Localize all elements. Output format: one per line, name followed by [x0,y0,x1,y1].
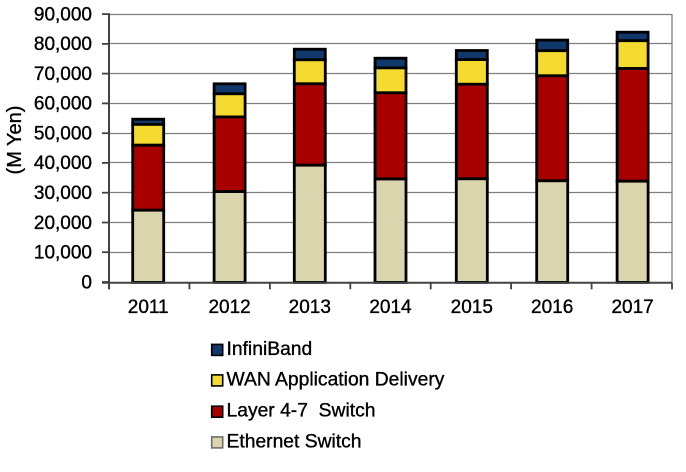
svg-text:80,000: 80,000 [34,34,92,55]
svg-text:Ethernet Switch: Ethernet Switch [227,431,362,452]
svg-text:40,000: 40,000 [34,153,92,174]
svg-text:2011: 2011 [128,297,169,318]
svg-text:60,000: 60,000 [34,94,92,115]
svg-text:2015: 2015 [451,297,493,318]
svg-text:10,000: 10,000 [34,243,92,264]
svg-text:70,000: 70,000 [34,64,92,85]
svg-text:2014: 2014 [369,297,412,318]
svg-text:(M Yen): (M Yen) [4,106,26,175]
svg-text:20,000: 20,000 [34,213,92,234]
svg-text:InfiniBand: InfiniBand [227,339,313,360]
svg-text:2012: 2012 [208,297,250,318]
svg-text:50,000: 50,000 [34,124,92,145]
svg-text:2013: 2013 [289,297,331,318]
svg-text:30,000: 30,000 [34,183,92,204]
svg-text:2017: 2017 [611,297,653,318]
svg-text:0: 0 [81,272,92,293]
svg-text:Layer 4-7 Switch: Layer 4-7 Switch [227,401,376,422]
svg-text:2016: 2016 [531,297,573,318]
svg-text:WAN Application Delivery: WAN Application Delivery [227,369,445,390]
svg-text:90,000: 90,000 [34,4,92,25]
